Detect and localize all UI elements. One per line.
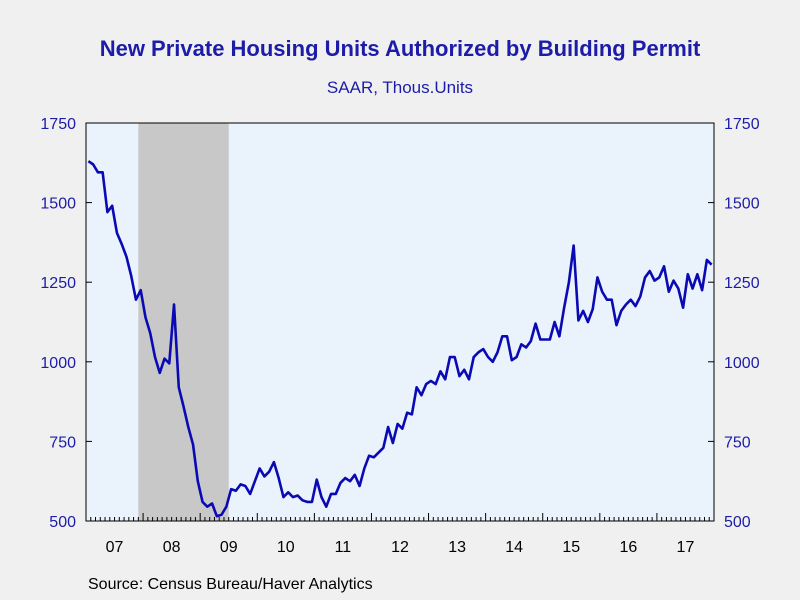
y-tick-label-left: 1000 bbox=[40, 355, 76, 372]
x-tick-label: 07 bbox=[106, 539, 124, 556]
y-tick-label-left: 1250 bbox=[40, 275, 76, 292]
y-tick-label-right: 750 bbox=[724, 434, 751, 451]
x-tick-label: 13 bbox=[448, 539, 466, 556]
y-tick-label-left: 1500 bbox=[40, 196, 76, 213]
y-tick-label-left: 1750 bbox=[40, 116, 76, 133]
y-tick-label-right: 1000 bbox=[724, 355, 760, 372]
y-tick-label-left: 500 bbox=[49, 514, 76, 531]
y-tick-label-right: 1250 bbox=[724, 275, 760, 292]
recession-shade bbox=[138, 123, 229, 521]
source-note: Source: Census Bureau/Haver Analytics bbox=[88, 576, 373, 593]
y-tick-label-right: 500 bbox=[724, 514, 751, 531]
x-tick-label: 17 bbox=[677, 539, 695, 556]
x-tick-label: 15 bbox=[562, 539, 580, 556]
y-tick-label-right: 1500 bbox=[724, 196, 760, 213]
series-line bbox=[87, 160, 713, 518]
x-tick-label: 14 bbox=[505, 539, 523, 556]
x-tick-label: 10 bbox=[277, 539, 295, 556]
chart-title: New Private Housing Units Authorized by … bbox=[99, 36, 701, 61]
y-tick-label-right: 1750 bbox=[724, 116, 760, 133]
x-tick-label: 12 bbox=[391, 539, 409, 556]
x-tick-label: 09 bbox=[220, 539, 238, 556]
y-tick-label-left: 750 bbox=[49, 434, 76, 451]
x-tick-label: 11 bbox=[335, 539, 352, 556]
chart-subtitle: SAAR, Thous.Units bbox=[326, 78, 474, 97]
x-tick-label: 08 bbox=[163, 539, 181, 556]
x-tick-label: 16 bbox=[619, 539, 637, 556]
